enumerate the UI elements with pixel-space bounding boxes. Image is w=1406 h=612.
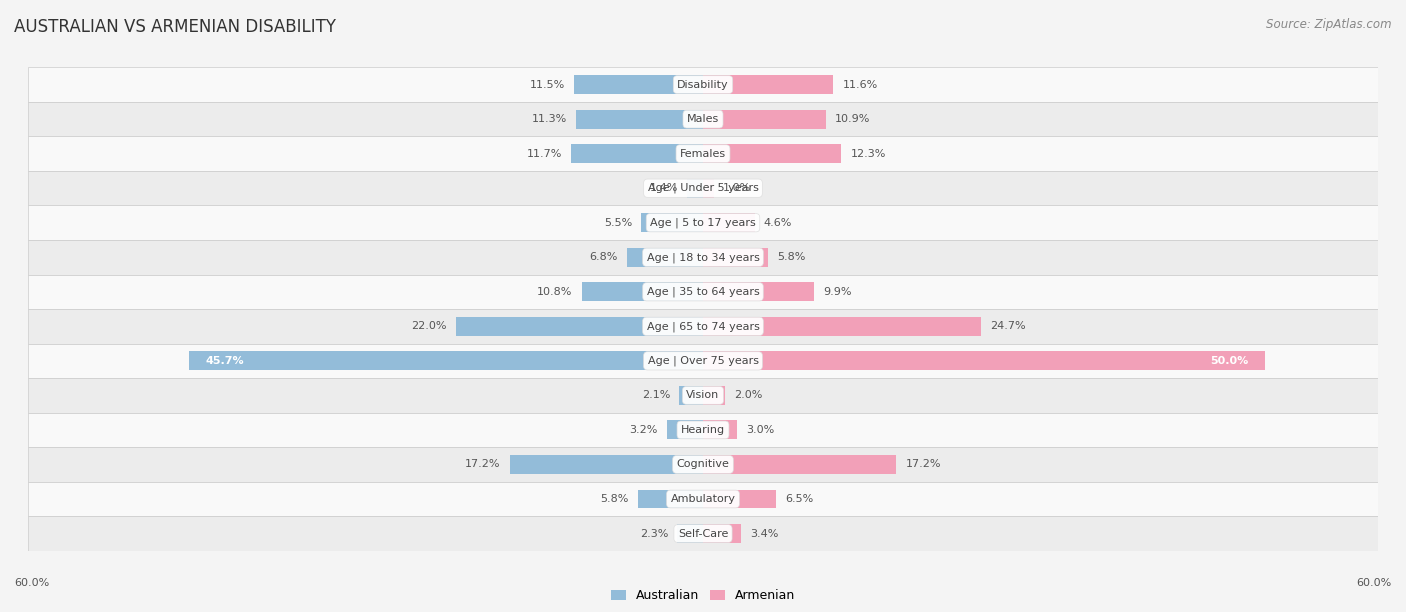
Bar <box>571 144 703 163</box>
Text: Females: Females <box>681 149 725 159</box>
Text: Self-Care: Self-Care <box>678 529 728 539</box>
Text: 6.8%: 6.8% <box>589 252 617 263</box>
Text: Age | 18 to 34 years: Age | 18 to 34 years <box>647 252 759 263</box>
Bar <box>28 275 1378 309</box>
Text: Males: Males <box>688 114 718 124</box>
Bar <box>28 102 1378 136</box>
Bar <box>703 179 714 198</box>
Bar <box>703 110 825 129</box>
Text: 10.8%: 10.8% <box>537 287 572 297</box>
Bar <box>703 317 981 336</box>
Text: 45.7%: 45.7% <box>205 356 245 366</box>
Text: 5.5%: 5.5% <box>605 218 633 228</box>
Text: 3.4%: 3.4% <box>751 529 779 539</box>
Bar <box>28 343 1378 378</box>
Text: 3.2%: 3.2% <box>630 425 658 435</box>
Bar <box>28 482 1378 517</box>
Bar <box>582 282 703 301</box>
Legend: Australian, Armenian: Australian, Armenian <box>606 584 800 607</box>
Text: 6.5%: 6.5% <box>785 494 813 504</box>
Text: 1.0%: 1.0% <box>723 183 751 193</box>
Text: Age | 65 to 74 years: Age | 65 to 74 years <box>647 321 759 332</box>
Bar <box>666 420 703 439</box>
Text: 2.0%: 2.0% <box>734 390 763 400</box>
Text: 50.0%: 50.0% <box>1211 356 1249 366</box>
Text: 22.0%: 22.0% <box>411 321 447 331</box>
Text: 24.7%: 24.7% <box>990 321 1025 331</box>
Text: Age | 5 to 17 years: Age | 5 to 17 years <box>650 217 756 228</box>
Text: 60.0%: 60.0% <box>1357 578 1392 588</box>
Bar <box>574 75 703 94</box>
Text: Disability: Disability <box>678 80 728 89</box>
Text: 5.8%: 5.8% <box>778 252 806 263</box>
Bar <box>703 144 841 163</box>
Text: 11.6%: 11.6% <box>842 80 877 89</box>
Bar <box>688 179 703 198</box>
Text: 11.3%: 11.3% <box>531 114 567 124</box>
Bar <box>703 420 737 439</box>
Bar <box>28 517 1378 551</box>
Text: 9.9%: 9.9% <box>824 287 852 297</box>
Bar <box>627 248 703 267</box>
Bar <box>703 75 834 94</box>
Bar <box>678 524 703 543</box>
Bar <box>641 213 703 232</box>
Text: Age | Under 5 years: Age | Under 5 years <box>648 183 758 193</box>
Bar <box>188 351 703 370</box>
Text: 60.0%: 60.0% <box>14 578 49 588</box>
Text: 4.6%: 4.6% <box>763 218 792 228</box>
Bar <box>28 67 1378 102</box>
Text: Cognitive: Cognitive <box>676 460 730 469</box>
Text: 17.2%: 17.2% <box>465 460 501 469</box>
Text: 2.3%: 2.3% <box>640 529 668 539</box>
Bar <box>28 240 1378 275</box>
Text: Age | 35 to 64 years: Age | 35 to 64 years <box>647 286 759 297</box>
Text: 11.5%: 11.5% <box>530 80 565 89</box>
Bar <box>509 455 703 474</box>
Text: 3.0%: 3.0% <box>745 425 773 435</box>
Text: Ambulatory: Ambulatory <box>671 494 735 504</box>
Bar <box>28 309 1378 343</box>
Bar <box>28 378 1378 412</box>
Bar <box>576 110 703 129</box>
Bar <box>28 447 1378 482</box>
Bar <box>456 317 703 336</box>
Text: 17.2%: 17.2% <box>905 460 941 469</box>
Text: 12.3%: 12.3% <box>851 149 886 159</box>
Bar <box>703 490 776 509</box>
Text: Vision: Vision <box>686 390 720 400</box>
Bar <box>28 206 1378 240</box>
Text: 1.4%: 1.4% <box>650 183 678 193</box>
Text: 10.9%: 10.9% <box>835 114 870 124</box>
Bar <box>703 351 1265 370</box>
Text: 11.7%: 11.7% <box>527 149 562 159</box>
Text: Age | Over 75 years: Age | Over 75 years <box>648 356 758 366</box>
Text: Source: ZipAtlas.com: Source: ZipAtlas.com <box>1267 18 1392 31</box>
Text: 2.1%: 2.1% <box>643 390 671 400</box>
Bar <box>28 412 1378 447</box>
Bar <box>703 386 725 405</box>
Bar <box>703 213 755 232</box>
Bar <box>703 524 741 543</box>
Bar <box>703 248 768 267</box>
Bar <box>638 490 703 509</box>
Text: Hearing: Hearing <box>681 425 725 435</box>
Bar <box>28 136 1378 171</box>
Bar <box>679 386 703 405</box>
Bar <box>703 282 814 301</box>
Text: AUSTRALIAN VS ARMENIAN DISABILITY: AUSTRALIAN VS ARMENIAN DISABILITY <box>14 18 336 36</box>
Bar <box>28 171 1378 206</box>
Text: 5.8%: 5.8% <box>600 494 628 504</box>
Bar <box>703 455 897 474</box>
